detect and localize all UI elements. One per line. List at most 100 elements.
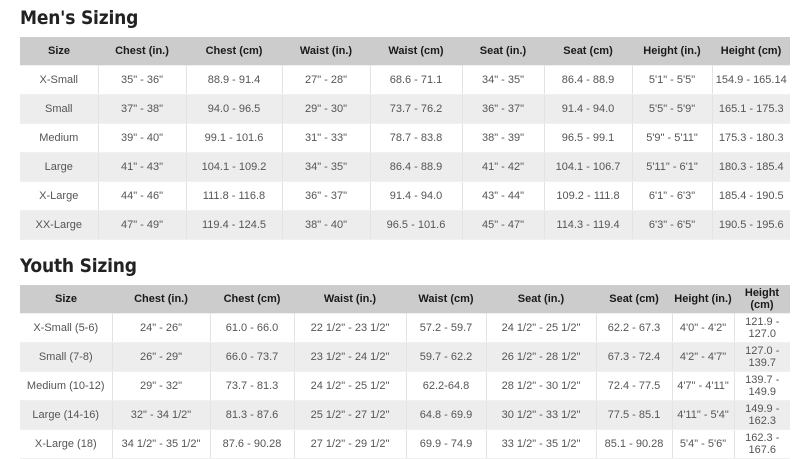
youth-measurement-cell: 73.7 - 81.3 <box>209 371 295 401</box>
youth-measurement-cell: 61.0 - 66.0 <box>209 313 295 343</box>
youth-measurement-cell: 32" - 34 1/2" <box>111 400 211 430</box>
youth-column-header: Height (cm) <box>734 285 790 314</box>
youth-measurement-cell: 162.3 - 167.6 <box>733 429 790 459</box>
youth-size-label: Medium (10-12) <box>20 371 113 401</box>
youth-measurement-cell: 62.2 - 67.3 <box>595 313 673 343</box>
mens-measurement-cell: 104.1 - 109.2 <box>185 152 283 182</box>
youth-measurement-cell: 27 1/2" - 29 1/2" <box>293 429 407 459</box>
table-row: Large (14-16) 32" - 34 1/2" 81.3 - 87.6 25 … <box>20 400 790 430</box>
mens-size-label: XX-Large <box>20 210 99 240</box>
mens-measurement-cell: 38" - 40" <box>281 210 371 240</box>
youth-measurement-cell: 57.2 - 59.7 <box>405 313 487 343</box>
mens-measurement-cell: 39" - 40" <box>97 123 187 153</box>
table-row: X-Large 44" - 46" 111.8 - 116.8 36" - 37" 91… <box>20 181 790 211</box>
mens-measurement-cell: 31" - 33" <box>281 123 371 153</box>
table-row: Small (7-8) 26" - 29" 66.0 - 73.7 23 1/2" -… <box>20 342 790 372</box>
mens-measurement-cell: 86.4 - 88.9 <box>543 65 633 95</box>
youth-measurement-cell: 149.9 - 162.3 <box>733 400 790 430</box>
youth-measurement-cell: 81.3 - 87.6 <box>209 400 295 430</box>
youth-sizing-title: Youth Sizing <box>20 255 137 277</box>
table-row: X-Small (5-6) 24" - 26" 61.0 - 66.0 22 1/2"… <box>20 313 790 343</box>
youth-measurement-cell: 4'7" - 4'11" <box>671 371 735 401</box>
mens-measurement-cell: 5'11" - 6'1" <box>631 152 713 182</box>
mens-column-header: Height (in.) <box>632 37 712 66</box>
youth-table-body: X-Small (5-6) 24" - 26" 61.0 - 66.0 22 1/2"… <box>20 313 790 459</box>
mens-measurement-cell: 47" - 49" <box>97 210 187 240</box>
mens-measurement-cell: 109.2 - 111.8 <box>543 181 633 211</box>
youth-sizing-table: Size Chest (in.) Chest (cm) Waist (in.) Wais… <box>20 285 790 459</box>
mens-measurement-cell: 34" - 35" <box>281 152 371 182</box>
mens-measurement-cell: 5'9" - 5'11" <box>631 123 713 153</box>
mens-measurement-cell: 41" - 43" <box>97 152 187 182</box>
youth-measurement-cell: 33 1/2" - 35 1/2" <box>485 429 597 459</box>
youth-measurement-cell: 72.4 - 77.5 <box>595 371 673 401</box>
youth-measurement-cell: 69.9 - 74.9 <box>405 429 487 459</box>
mens-measurement-cell: 38" - 39" <box>461 123 545 153</box>
mens-measurement-cell: 86.4 - 88.9 <box>369 152 463 182</box>
youth-measurement-cell: 64.8 - 69.9 <box>405 400 487 430</box>
youth-column-header: Waist (in.) <box>294 285 406 314</box>
youth-measurement-cell: 23 1/2" - 24 1/2" <box>293 342 407 372</box>
mens-measurement-cell: 96.5 - 99.1 <box>543 123 633 153</box>
mens-column-header: Height (cm) <box>712 37 790 66</box>
mens-measurement-cell: 41" - 42" <box>461 152 545 182</box>
youth-table-header-row: Size Chest (in.) Chest (cm) Waist (in.) Wais… <box>20 285 790 314</box>
youth-measurement-cell: 24 1/2" - 25 1/2" <box>485 313 597 343</box>
youth-column-header: Seat (in.) <box>486 285 596 314</box>
mens-measurement-cell: 35" - 36" <box>97 65 187 95</box>
mens-measurement-cell: 37" - 38" <box>97 94 187 124</box>
youth-size-label: Large (14-16) <box>20 400 113 430</box>
mens-measurement-cell: 36" - 37" <box>461 94 545 124</box>
mens-sizing-title: Men's Sizing <box>20 7 139 29</box>
mens-size-label: X-Large <box>20 181 99 211</box>
table-row: Medium (10-12) 29" - 32" 73.7 - 81.3 24 1/2… <box>20 371 790 401</box>
youth-measurement-cell: 85.1 - 90.28 <box>595 429 673 459</box>
mens-measurement-cell: 111.8 - 116.8 <box>185 181 283 211</box>
table-row: Medium 39" - 40" 99.1 - 101.6 31" - 33" 78.7… <box>20 123 790 153</box>
youth-measurement-cell: 62.2-64.8 <box>405 371 487 401</box>
youth-measurement-cell: 28 1/2" - 30 1/2" <box>485 371 597 401</box>
mens-measurement-cell: 96.5 - 101.6 <box>369 210 463 240</box>
mens-measurement-cell: 44" - 46" <box>97 181 187 211</box>
table-row: XX-Large 47" - 49" 119.4 - 124.5 38" - 40" 9… <box>20 210 790 240</box>
youth-size-label: Small (7-8) <box>20 342 113 372</box>
mens-column-header: Seat (cm) <box>544 37 632 66</box>
mens-measurement-cell: 114.3 - 119.4 <box>543 210 633 240</box>
mens-measurement-cell: 94.0 - 96.5 <box>185 94 283 124</box>
youth-column-header: Waist (cm) <box>406 285 486 314</box>
table-row: Large 41" - 43" 104.1 - 109.2 34" - 35" 86.4… <box>20 152 790 182</box>
mens-size-label: Medium <box>20 123 99 153</box>
youth-column-header: Chest (in.) <box>112 285 210 314</box>
mens-measurement-cell: 180.3 - 185.4 <box>711 152 790 182</box>
youth-column-header: Seat (cm) <box>596 285 672 314</box>
youth-measurement-cell: 26 1/2" - 28 1/2" <box>485 342 597 372</box>
mens-measurement-cell: 99.1 - 101.6 <box>185 123 283 153</box>
mens-column-header: Size <box>20 37 98 66</box>
youth-measurement-cell: 87.6 - 90.28 <box>209 429 295 459</box>
mens-size-label: Small <box>20 94 99 124</box>
mens-measurement-cell: 185.4 - 190.5 <box>711 181 790 211</box>
mens-column-header: Waist (cm) <box>370 37 462 66</box>
youth-measurement-cell: 77.5 - 85.1 <box>595 400 673 430</box>
mens-column-header: Chest (cm) <box>186 37 282 66</box>
mens-measurement-cell: 6'1" - 6'3" <box>631 181 713 211</box>
mens-column-header: Chest (in.) <box>98 37 186 66</box>
youth-measurement-cell: 30 1/2" - 33 1/2" <box>485 400 597 430</box>
youth-measurement-cell: 34 1/2" - 35 1/2" <box>111 429 211 459</box>
youth-measurement-cell: 4'2" - 4'7" <box>671 342 735 372</box>
youth-measurement-cell: 22 1/2" - 23 1/2" <box>293 313 407 343</box>
youth-measurement-cell: 24 1/2" - 25 1/2" <box>293 371 407 401</box>
mens-measurement-cell: 43" - 44" <box>461 181 545 211</box>
mens-measurement-cell: 104.1 - 106.7 <box>543 152 633 182</box>
youth-measurement-cell: 24" - 26" <box>111 313 211 343</box>
youth-measurement-cell: 29" - 32" <box>111 371 211 401</box>
mens-measurement-cell: 175.3 - 180.3 <box>711 123 790 153</box>
mens-table-header-row: Size Chest (in.) Chest (cm) Waist (in.) Wais… <box>20 37 790 66</box>
youth-column-header: Size <box>20 285 112 314</box>
youth-measurement-cell: 59.7 - 62.2 <box>405 342 487 372</box>
mens-measurement-cell: 91.4 - 94.0 <box>369 181 463 211</box>
youth-measurement-cell: 139.7 - 149.9 <box>733 371 790 401</box>
youth-measurement-cell: 4'0" - 4'2" <box>671 313 735 343</box>
youth-measurement-cell: 127.0 - 139.7 <box>733 342 790 372</box>
youth-measurement-cell: 4'11" - 5'4" <box>671 400 735 430</box>
